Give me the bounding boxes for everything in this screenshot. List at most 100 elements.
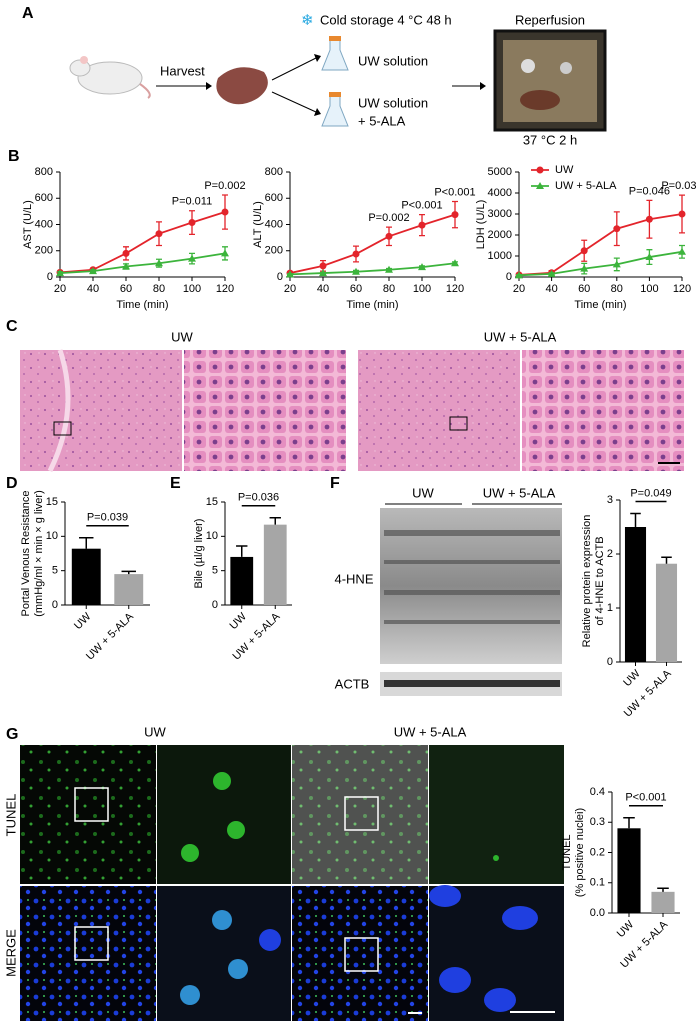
point (515, 271, 523, 279)
p-value: P=0.002 (204, 180, 245, 192)
y-tick-label: 3000 (488, 208, 512, 220)
bar (617, 828, 641, 913)
point (613, 225, 621, 233)
schematic: Harvest ❄ Cold storage 4 °C 48 h UW solu… (69, 12, 607, 147)
row-label: MERGE (3, 929, 18, 977)
x-axis-label: Time (min) (116, 299, 168, 311)
point (678, 210, 686, 218)
bar (651, 891, 675, 913)
y-tick-label: 200 (35, 245, 53, 257)
y-axis-label: (% positive nuclei) (574, 808, 586, 897)
y-tick-label: 600 (35, 192, 53, 204)
group-label: UW (171, 329, 193, 344)
merge-image (292, 886, 428, 1021)
he-image (358, 350, 520, 471)
p-value: P=0.049 (630, 487, 671, 499)
group-label: UW (144, 724, 166, 739)
error-bar (661, 556, 672, 564)
x-tick-label: 120 (446, 283, 464, 295)
bar (71, 548, 101, 605)
x-tick-label: 20 (54, 283, 66, 295)
group-label: UW + 5-ALA (394, 724, 467, 739)
point (188, 219, 196, 227)
error-bar (121, 570, 136, 575)
merge-image (20, 886, 156, 1021)
point (155, 230, 163, 238)
p-value: P<0.001 (401, 200, 442, 212)
y-tick-label: 0 (607, 656, 613, 668)
fluor-image (429, 745, 564, 884)
point (612, 260, 621, 268)
x-tick-label: 80 (383, 283, 395, 295)
solution-label: UW solution (358, 95, 428, 110)
legend-label: UW + 5-ALA (555, 180, 617, 192)
y-tick-label: 1000 (488, 250, 512, 262)
point (188, 254, 196, 262)
point (221, 249, 229, 257)
panel-label: A (22, 5, 34, 22)
point (385, 232, 393, 240)
panel-label: F (330, 475, 340, 492)
x-tick-label: 60 (120, 283, 132, 295)
error-bar (236, 545, 248, 557)
y-tick-label: 1 (607, 602, 613, 614)
line (59, 252, 226, 274)
y-tick-label: 3 (607, 494, 613, 506)
row-label: TUNEL (3, 794, 18, 837)
x-tick-label: 40 (317, 283, 329, 295)
flask (321, 39, 349, 71)
point (155, 259, 163, 267)
y-axis-label: Bile (µl/g liver) (193, 519, 205, 589)
x-tick-label: 20 (284, 283, 296, 295)
bar (263, 524, 287, 605)
point (319, 269, 327, 277)
x-tick-label: 60 (350, 283, 362, 295)
x-tick-label: 100 (413, 283, 431, 295)
y-tick-label: 600 (265, 192, 283, 204)
he-image (522, 350, 684, 471)
point (418, 221, 426, 229)
he-image (20, 350, 182, 471)
y-tick-label: 0 (212, 599, 218, 611)
y-tick-label: 10 (206, 530, 218, 542)
y-tick-label: 0 (52, 599, 58, 611)
panel-label: D (6, 475, 18, 492)
x-tick-label: 100 (183, 283, 201, 295)
point (352, 250, 360, 258)
y-axis-label: ALT (U/L) (252, 201, 264, 248)
y-axis-label: LDH (U/L) (475, 200, 487, 250)
y-tick-label: 2000 (488, 229, 512, 241)
y-tick-label: 0.3 (590, 816, 605, 828)
panel-label: E (170, 475, 181, 492)
error-bar (269, 517, 281, 525)
x-axis-label: Time (min) (346, 299, 398, 311)
p-value: P=0.046 (629, 185, 670, 197)
point (547, 269, 556, 277)
y-tick-label: 800 (35, 166, 53, 178)
panel-label: B (8, 148, 20, 165)
tunel-images: UW UW + 5-ALA TUNEL MERGE (3, 724, 564, 1021)
y-axis-label: AST (U/L) (22, 200, 34, 249)
p-value: P<0.001 (434, 186, 475, 198)
y-axis-label: Portal Venous Resistance (20, 491, 32, 617)
y-tick-label: 5 (212, 565, 218, 577)
point (645, 215, 653, 223)
y-axis-label: of 4-HNE to ACTB (594, 536, 606, 625)
error-bar (623, 816, 635, 829)
p-value: P=0.002 (368, 212, 409, 224)
line (289, 213, 456, 274)
point (221, 208, 229, 216)
point (286, 270, 294, 278)
point (385, 265, 393, 273)
fluor-image (157, 745, 291, 884)
solution-label: + 5-ALA (358, 113, 406, 128)
western-blot: UW UW + 5-ALA 4-HNE ACTB (334, 485, 562, 696)
panel-label: C (6, 318, 18, 335)
y-tick-label: 15 (46, 496, 58, 508)
point (89, 267, 97, 275)
point (451, 259, 459, 267)
error-bar (630, 512, 641, 527)
y-tick-label: 0 (506, 271, 512, 283)
legend-marker (536, 182, 544, 189)
point (451, 211, 459, 219)
